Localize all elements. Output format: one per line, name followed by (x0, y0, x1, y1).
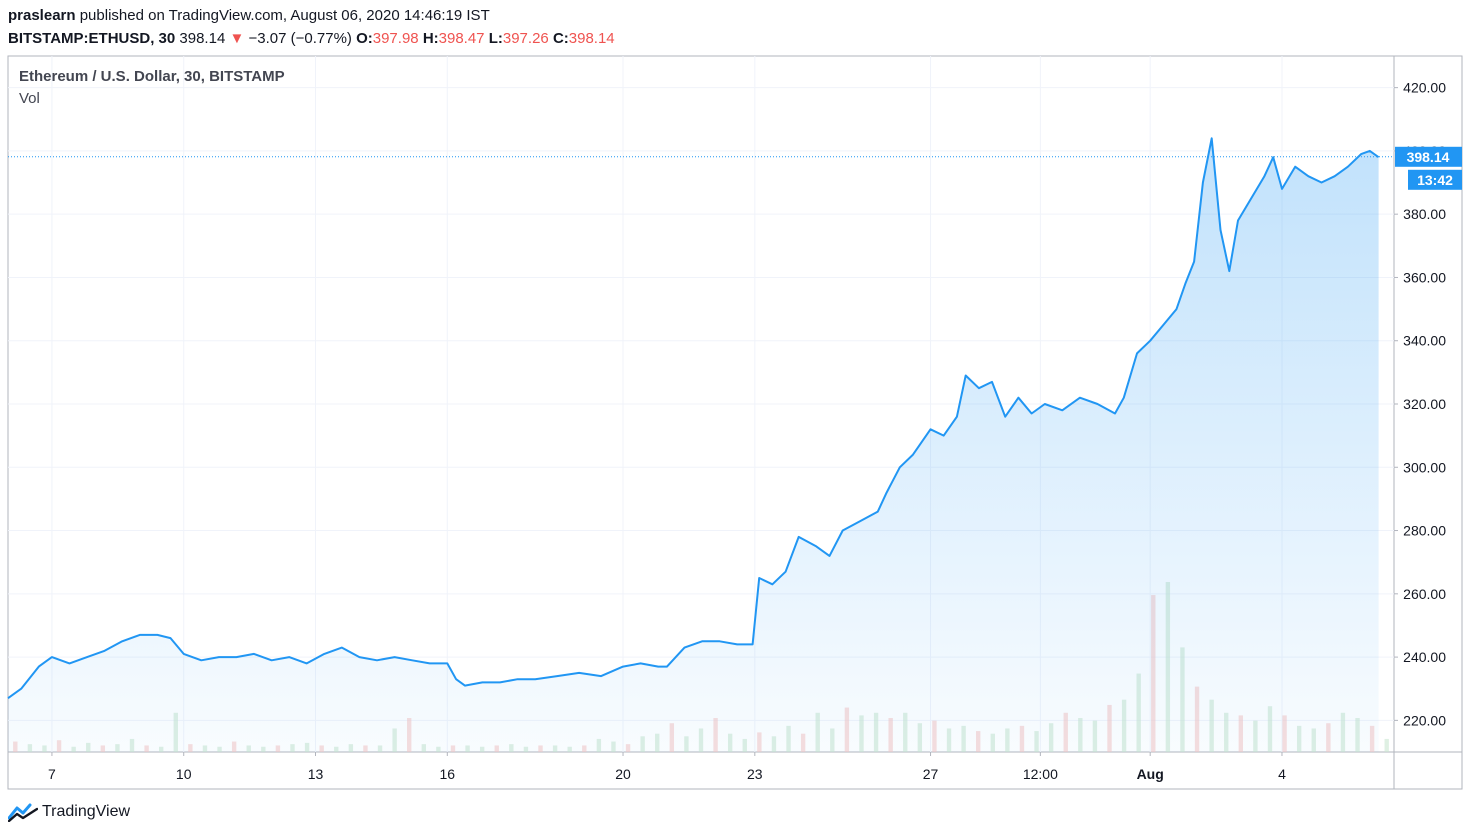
high-label: H: (422, 30, 439, 47)
open-label: O: (356, 30, 373, 47)
symbol-name: BITSTAMP:ETHUSD, 30 (8, 30, 176, 47)
tradingview-logo-icon (8, 803, 38, 822)
price-line (7, 137, 1380, 700)
x-tick-label: 10 (176, 766, 192, 782)
chart-frame (7, 55, 1463, 790)
low-value: 397.26 (502, 30, 549, 47)
price-area-fill (8, 138, 1379, 753)
close-label: C: (552, 30, 569, 47)
last-price-label: 398.14 13:42 (1395, 146, 1462, 190)
last-price-value: 398.14 (1407, 149, 1450, 165)
y-tick-label: 240.00 (1403, 649, 1446, 665)
x-tick-label: 7 (48, 766, 56, 782)
y-tick-label: 220.00 (1403, 712, 1446, 728)
publish-info: praslearn published on TradingView.com, … (8, 7, 490, 24)
price-change: −3.07 (−0.77%) (248, 30, 352, 47)
x-tick-label: 4 (1278, 766, 1286, 782)
y-tick-label: 340.00 (1403, 333, 1446, 349)
y-tick-label: 360.00 (1403, 269, 1446, 285)
x-tick-label: Aug (1137, 766, 1164, 782)
open-value: 397.98 (372, 30, 419, 47)
y-tick-label: 280.00 (1403, 523, 1446, 539)
time-axis-labels: 7 10 13 16 20 23 27 12:00 Aug 4 (48, 752, 1286, 782)
symbol-info-line: BITSTAMP:ETHUSD, 30 398.14 ▼ −3.07 (−0.7… (8, 30, 615, 47)
bar-countdown: 13:42 (1417, 172, 1453, 188)
legend-vol: Vol (19, 90, 40, 107)
y-tick-label: 380.00 (1403, 206, 1446, 222)
x-tick-label: 13 (308, 766, 324, 782)
published-text: published on TradingView.com, August 06,… (79, 7, 490, 24)
price-axis-labels: 420.00400.00380.00360.00340.00320.00300.… (1394, 80, 1446, 728)
high-value: 398.47 (438, 30, 485, 47)
x-tick-label: 23 (747, 766, 763, 782)
low-label: L: (488, 30, 503, 47)
volume-bar (1384, 738, 1389, 752)
down-arrow-icon: ▼ (229, 30, 245, 47)
publisher-name[interactable]: praslearn (8, 7, 76, 24)
tradingview-footer[interactable]: TradingView (8, 802, 130, 822)
x-tick-label: 27 (923, 766, 939, 782)
x-tick-label: 12:00 (1023, 766, 1058, 782)
close-value: 398.14 (568, 30, 615, 47)
x-tick-label: 20 (615, 766, 631, 782)
legend-title: Ethereum / U.S. Dollar, 30, BITSTAMP (19, 68, 285, 85)
y-tick-label: 320.00 (1403, 396, 1446, 412)
y-tick-label: 260.00 (1403, 586, 1446, 602)
y-tick-label: 300.00 (1403, 459, 1446, 475)
y-tick-label: 420.00 (1403, 80, 1446, 96)
last-price: 398.14 (179, 30, 226, 47)
x-tick-label: 16 (440, 766, 456, 782)
tradingview-brand: TradingView (42, 803, 131, 820)
